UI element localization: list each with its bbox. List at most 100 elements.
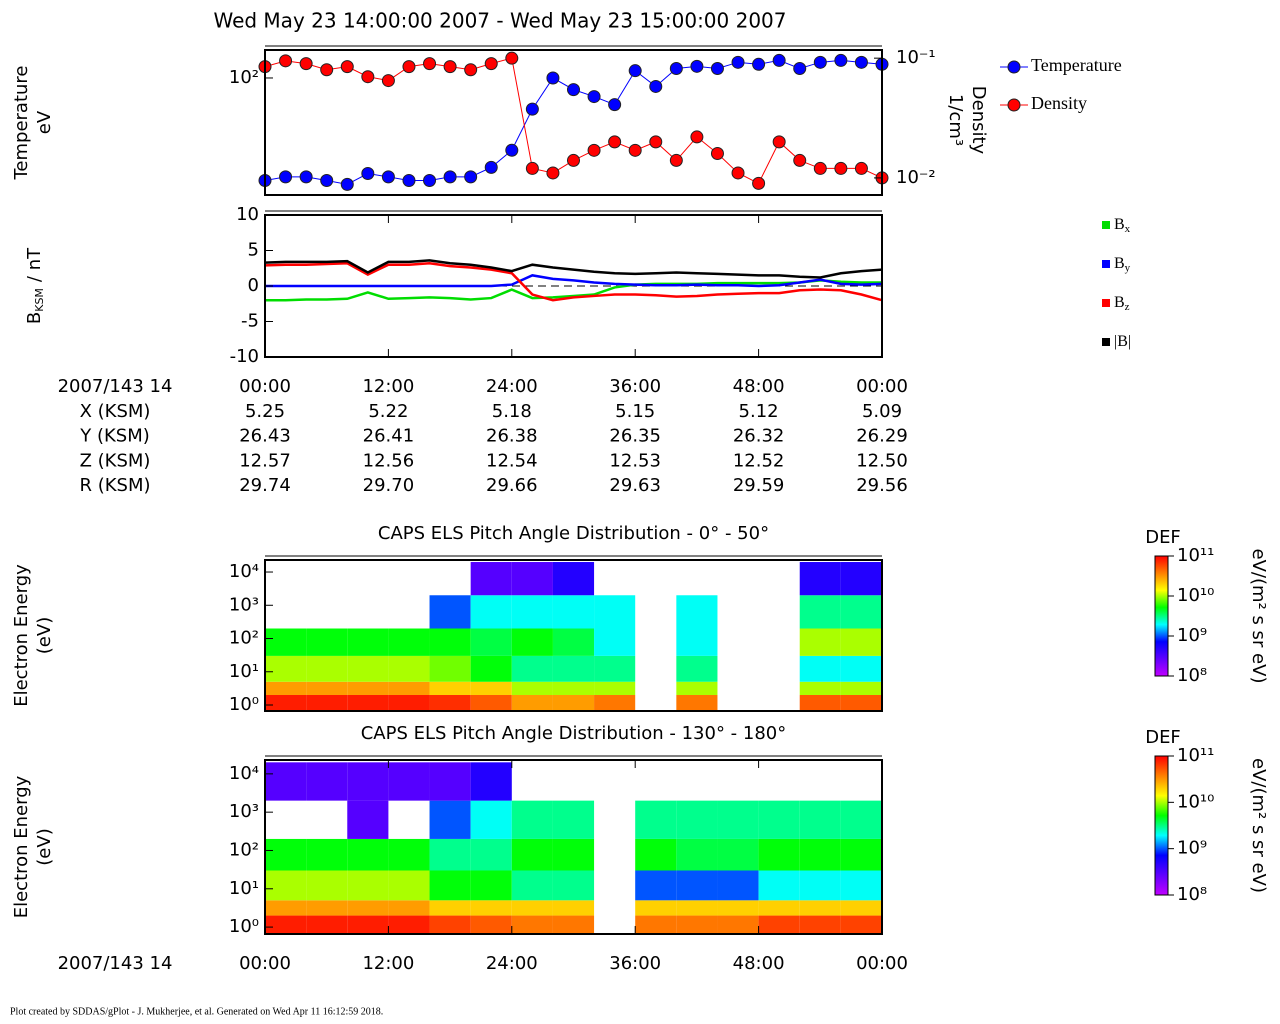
- ephemeris-value: 5.18: [492, 401, 532, 422]
- legend-marker: [1102, 299, 1110, 307]
- x-tick-label: 24:00: [486, 953, 538, 974]
- heatmap-cell: [470, 762, 512, 801]
- heatmap-cell: [470, 838, 512, 871]
- heatmap-cell: [511, 655, 553, 682]
- heatmap-cell: [676, 800, 718, 839]
- heatmap-cell: [347, 900, 389, 916]
- heatmap-cell: [511, 915, 553, 934]
- heatmap-cell: [429, 800, 471, 839]
- heatmap-cell: [840, 900, 882, 916]
- heatmap-cell: [306, 655, 348, 682]
- y-tick-label: 10²: [229, 839, 259, 860]
- data-point: [505, 143, 519, 157]
- ephemeris-value: 29.63: [609, 475, 661, 496]
- heatmap-cell: [511, 595, 553, 629]
- heatmap-cell: [265, 762, 307, 801]
- data-point: [423, 57, 437, 71]
- heatmap-cell: [799, 915, 841, 934]
- heatmap-cell: [717, 900, 759, 916]
- x-tick-label: 12:00: [362, 376, 414, 397]
- y-axis-label: Temperature: [11, 65, 32, 180]
- ephemeris-value: 29.66: [486, 475, 538, 496]
- ephemeris-value: 12.53: [609, 450, 661, 471]
- data-point: [320, 173, 334, 187]
- heatmap-cell: [717, 838, 759, 871]
- data-point: [567, 83, 580, 97]
- heatmap-cell: [347, 870, 389, 901]
- data-point: [279, 170, 293, 184]
- y-axis-label: (eV): [34, 617, 55, 654]
- colorbar-tick-label: 10⁸: [1177, 884, 1207, 905]
- heatmap-cell: [306, 838, 348, 871]
- data-point: [752, 57, 766, 71]
- legend-marker: [1102, 260, 1110, 268]
- heatmap-cell: [594, 681, 636, 695]
- heatmap-cell: [676, 838, 718, 871]
- y2-tick-label: 10⁻¹: [896, 47, 936, 68]
- ephemeris-value: 29.56: [856, 475, 908, 496]
- heatmap-cell: [840, 870, 882, 901]
- legend-label-text: B: [1114, 255, 1125, 272]
- ephemeris-row-name: X (KSM): [80, 401, 151, 422]
- heatmap-cell: [717, 800, 759, 839]
- y-tick-label: 10²: [229, 67, 259, 88]
- legend-label: Bx: [1114, 216, 1131, 235]
- heatmap-cell: [676, 915, 718, 934]
- ephemeris-value: 12.56: [363, 450, 415, 471]
- y-tick-label: 10⁴: [229, 763, 259, 784]
- ephemeris-value: 29.59: [733, 475, 785, 496]
- data-point: [690, 59, 704, 73]
- heatmap-cell: [676, 900, 718, 916]
- heatmap-cell: [470, 915, 512, 934]
- heatmap-cell: [470, 694, 512, 711]
- heatmap-cell: [552, 915, 595, 934]
- heatmap-cell: [594, 595, 636, 629]
- data-point: [649, 79, 663, 93]
- heatmap-cell: [676, 694, 718, 711]
- heatmap-cell: [840, 694, 882, 711]
- panel-title: CAPS ELS Pitch Angle Distribution - 0° -…: [378, 523, 769, 544]
- heatmap-cell: [265, 915, 307, 934]
- colorbar-tick-label: 10⁸: [1177, 665, 1207, 686]
- data-point: [669, 153, 683, 167]
- series-line: [264, 262, 883, 302]
- heatmap-cell: [347, 762, 389, 801]
- data-point: [567, 153, 580, 167]
- heatmap-cell: [347, 681, 389, 695]
- heatmap-cell: [388, 681, 430, 695]
- heatmap-cell: [511, 838, 553, 871]
- y-axis-label-text: B: [24, 312, 45, 324]
- panel-frame: [264, 759, 883, 935]
- y2-axis-label: Density: [968, 86, 989, 155]
- ephemeris-value: 12.57: [239, 450, 291, 471]
- heatmap-cell: [306, 870, 348, 901]
- heatmap-cell: [388, 628, 430, 656]
- heatmap-cell: [306, 915, 348, 934]
- colorbar-title: DEF: [1145, 527, 1181, 548]
- y-tick-label: 10¹: [229, 878, 259, 899]
- heatmap-cell: [511, 628, 553, 656]
- heatmap-cell: [429, 595, 471, 629]
- heatmap-cell: [840, 628, 882, 656]
- data-point: [854, 161, 868, 175]
- data-point: [710, 61, 724, 75]
- data-point: [834, 161, 848, 175]
- heatmap-cell: [676, 681, 718, 695]
- y-tick-label: -5: [241, 311, 259, 332]
- data-point: [649, 135, 663, 149]
- y-tick-label: 10⁰: [229, 694, 259, 715]
- heatmap-cell: [511, 694, 553, 711]
- heatmap-cell: [265, 628, 307, 656]
- heatmap-cell: [306, 681, 348, 695]
- data-point: [402, 173, 416, 187]
- heatmap-cell: [758, 915, 800, 934]
- heatmap-cell: [635, 838, 677, 871]
- heatmap-cell: [840, 838, 882, 871]
- heatmap-cell: [511, 900, 553, 916]
- y-tick-label: 5: [248, 240, 259, 261]
- data-point: [669, 61, 683, 75]
- y-tick-label: 0: [248, 275, 259, 296]
- heatmap-cell: [799, 900, 841, 916]
- heatmap-cell: [470, 595, 512, 629]
